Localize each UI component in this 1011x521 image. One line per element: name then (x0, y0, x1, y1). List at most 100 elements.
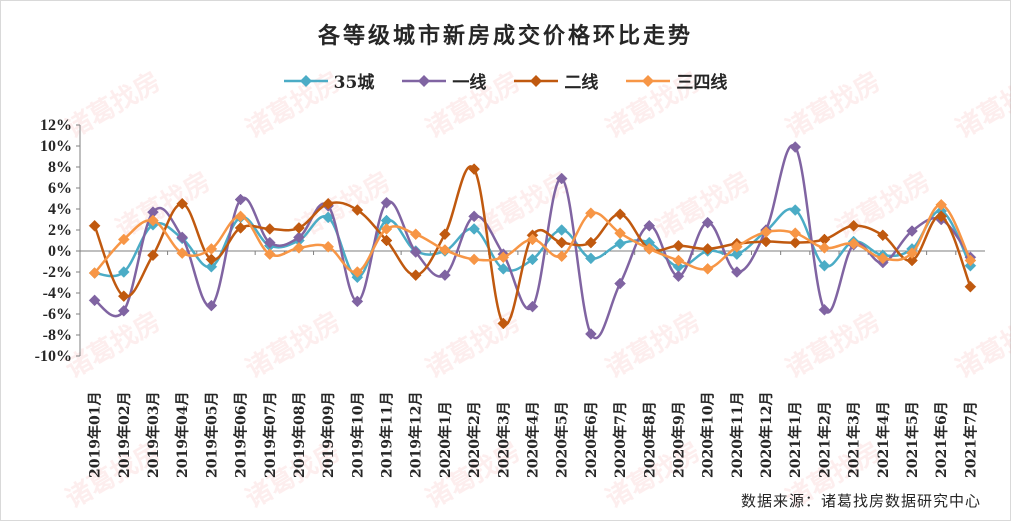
data-point (497, 262, 510, 275)
data-point (672, 239, 685, 252)
legend-item: 三四线 (626, 68, 727, 93)
data-point (322, 197, 334, 210)
data-point (818, 259, 831, 272)
x-tick-label: 2021年2月 (816, 401, 833, 478)
x-tick-label: 2020年9月 (670, 401, 687, 478)
data-point (380, 223, 393, 235)
legend-label: 二线 (564, 73, 599, 93)
y-tick-label: -4% (43, 285, 72, 302)
data-point (147, 249, 159, 262)
data-point (614, 227, 626, 240)
data-point (555, 172, 568, 185)
data-point (351, 295, 364, 308)
data-point (117, 304, 130, 317)
data-point (409, 246, 422, 258)
data-point (614, 208, 626, 221)
data-point (672, 254, 685, 267)
data-point (468, 253, 480, 266)
x-tick-label: 2020年2月 (466, 401, 483, 478)
data-point (701, 216, 714, 229)
x-tick-label: 2019年05月 (203, 392, 220, 478)
data-point (935, 198, 948, 211)
data-point (263, 223, 276, 235)
data-point (351, 266, 364, 278)
data-point (555, 236, 568, 249)
data-point (468, 223, 480, 235)
data-point (964, 254, 977, 267)
data-point (205, 243, 218, 255)
data-point (439, 228, 451, 241)
x-tick-label: 2020年7月 (612, 401, 629, 478)
y-tick-label: 2% (48, 222, 72, 239)
data-point (234, 222, 247, 234)
x-tick-label: 2019年04月 (174, 392, 191, 478)
data-point (672, 270, 685, 283)
data-point (88, 267, 101, 279)
data-point (234, 193, 247, 206)
data-point (847, 237, 860, 250)
data-point (789, 227, 802, 240)
data-point (789, 141, 802, 153)
data-point (526, 233, 539, 246)
y-tick-label: 6% (48, 180, 72, 197)
y-tick-label: 8% (48, 159, 72, 176)
data-point (205, 253, 218, 266)
data-point (585, 328, 597, 340)
x-tick-label: 2019年07月 (262, 392, 279, 478)
data-point (555, 224, 568, 236)
data-point (439, 269, 451, 282)
data-point (293, 222, 305, 234)
y-tick-label: -6% (43, 306, 72, 323)
data-point (876, 252, 889, 265)
data-point (176, 231, 189, 244)
x-tick-label: 2021年1月 (787, 401, 804, 478)
data-point (818, 303, 831, 316)
x-tick-label: 2021年7月 (962, 401, 979, 478)
data-point (614, 237, 626, 250)
x-tick-label: 2019年10月 (349, 392, 366, 478)
x-tick-label: 2020年5月 (554, 401, 571, 478)
chart-legend: 35城 一线 二线 三四线 (0, 68, 1011, 93)
x-tick-label: 2020年1月 (437, 401, 454, 478)
y-tick-label: -2% (43, 264, 72, 281)
y-tick-label: -10% (35, 348, 72, 365)
data-point (585, 207, 597, 220)
y-tick-label: -8% (43, 327, 72, 344)
data-point (497, 317, 510, 330)
data-point (409, 269, 422, 282)
data-point (585, 236, 597, 249)
y-tick-label: 0% (48, 243, 72, 260)
x-tick-label: 2021年3月 (846, 401, 863, 478)
data-point (176, 247, 189, 259)
legend-label: 35城 (333, 73, 375, 93)
legend-item: 一线 (402, 68, 486, 93)
data-point (176, 197, 189, 210)
x-tick-label: 2021年5月 (904, 401, 921, 478)
data-point (117, 266, 130, 278)
data-point (643, 243, 656, 255)
data-point (263, 248, 276, 261)
x-tick-label: 2019年11月 (379, 392, 396, 478)
data-point (964, 280, 977, 293)
data-point (351, 204, 364, 216)
data-point (818, 241, 831, 254)
data-point (701, 262, 714, 275)
data-point (88, 219, 101, 232)
data-point (847, 219, 860, 232)
data-point (643, 219, 656, 232)
x-tick-label: 2021年6月 (933, 401, 950, 478)
data-point (731, 240, 743, 253)
data-point (731, 266, 743, 278)
series-3 (88, 198, 977, 279)
y-tick-label: 4% (48, 201, 72, 218)
data-point (293, 241, 305, 254)
y-tick-label: 12% (40, 117, 72, 134)
x-tick-label: 2019年08月 (291, 392, 308, 478)
x-tick-label: 2021年4月 (875, 401, 892, 478)
data-point (117, 290, 130, 303)
data-point (439, 244, 451, 256)
x-tick-label: 2019年06月 (233, 392, 250, 478)
legend-swatch (514, 74, 559, 87)
data-point (731, 248, 743, 261)
